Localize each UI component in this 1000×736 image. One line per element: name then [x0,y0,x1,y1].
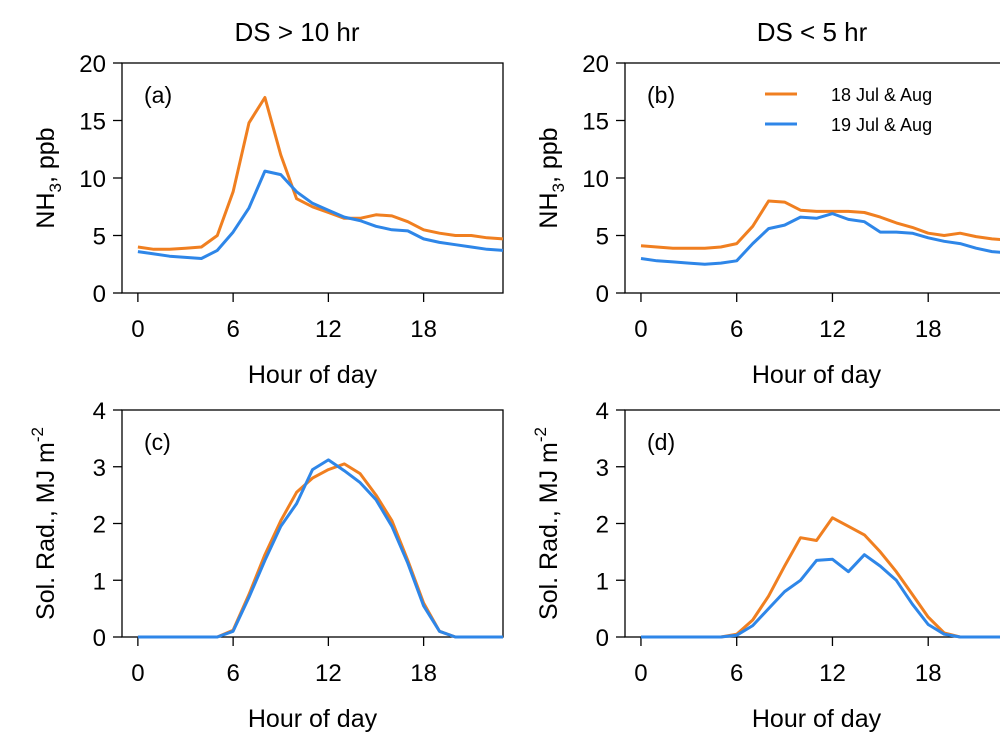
x-tick-label: 12 [819,660,846,687]
series-line-18-jul-aug [137,96,504,251]
x-axis-label: Hour of day [248,705,378,733]
x-tick-label: 0 [634,660,647,687]
x-tick-label: 0 [131,316,144,343]
x-tick-label: 6 [226,660,239,687]
x-tick-label: 12 [819,316,846,343]
y-tick-label: 3 [93,455,106,482]
x-tick-label: 6 [730,316,743,343]
y-tick-label: 0 [93,281,106,308]
y-tick-label: 0 [93,625,106,652]
x-axis-label: Hour of day [752,705,882,733]
x-tick-label: 12 [315,316,342,343]
y-axis-label: NH3, ppb [32,127,65,228]
y-tick-label: 20 [582,51,609,78]
y-tick-label: 4 [93,398,106,425]
y-tick-label: 10 [582,166,609,193]
y-tick-label: 5 [596,224,609,251]
y-axis-label: Sol. Rad., MJ m-2 [28,427,60,620]
series-line-18-jul-aug [640,199,1000,250]
column-title-left: DS > 10 hr [234,17,359,47]
series-line-19-jul-aug [641,553,1000,639]
panel-label: (c) [144,429,171,455]
x-axis-label: Hour of day [248,361,378,389]
y-tick-label: 10 [79,166,106,193]
x-tick-label: 18 [410,316,437,343]
y-tick-label: 15 [79,109,106,136]
x-axis-label: Hour of day [752,361,882,389]
series-line-18-jul-aug [137,462,503,639]
plot-frame [624,409,1000,638]
panel-a: 0 5 10 15 20 0 6 12 18 Hour of day NH3, ppb (a) [32,51,504,389]
y-tick-label: 2 [596,512,609,539]
y-axis-label: Sol. Rad., MJ m-2 [531,427,563,620]
legend-label-18: 18 Jul & Aug [831,85,932,105]
legend-label-19: 19 Jul & Aug [831,115,932,135]
y-tick-label: 5 [93,224,106,251]
x-tick-label: 6 [730,660,743,687]
plot-frame [121,62,504,294]
plot-frame [624,62,1000,294]
series-line-19-jul-aug [137,169,504,260]
y-tick-label: 4 [596,398,609,425]
plot-frame [121,409,504,638]
y-tick-label: 15 [582,109,609,136]
y-tick-label: 1 [93,568,106,595]
y-tick-label: 20 [79,51,106,78]
y-tick-label: 3 [596,455,609,482]
column-title-right: DS < 5 hr [757,17,868,47]
x-tick-label: 6 [226,316,239,343]
x-tick-label: 12 [315,660,342,687]
y-tick-label: 2 [93,512,106,539]
x-tick-label: 0 [131,660,144,687]
y-tick-label: 0 [596,625,609,652]
panel-label: (b) [647,82,675,108]
x-tick-label: 18 [915,660,942,687]
y-tick-label: 1 [596,568,609,595]
x-tick-label: 18 [915,316,942,343]
series-line-18-jul-aug [641,516,1000,639]
series-line-19-jul-aug [640,212,1000,266]
x-tick-label: 18 [410,660,437,687]
panel-label: (a) [144,82,172,108]
panel-label: (d) [647,429,675,455]
legend: 18 Jul & Aug 19 Jul & Aug [765,85,932,135]
series-line-19-jul-aug [137,458,503,639]
panel-b: 0 5 10 15 20 0 6 12 18 Hour of day NH3, ppb (b) [535,51,1000,389]
y-tick-label: 0 [596,281,609,308]
x-tick-label: 0 [634,316,647,343]
y-axis-label: NH3, ppb [535,127,568,228]
